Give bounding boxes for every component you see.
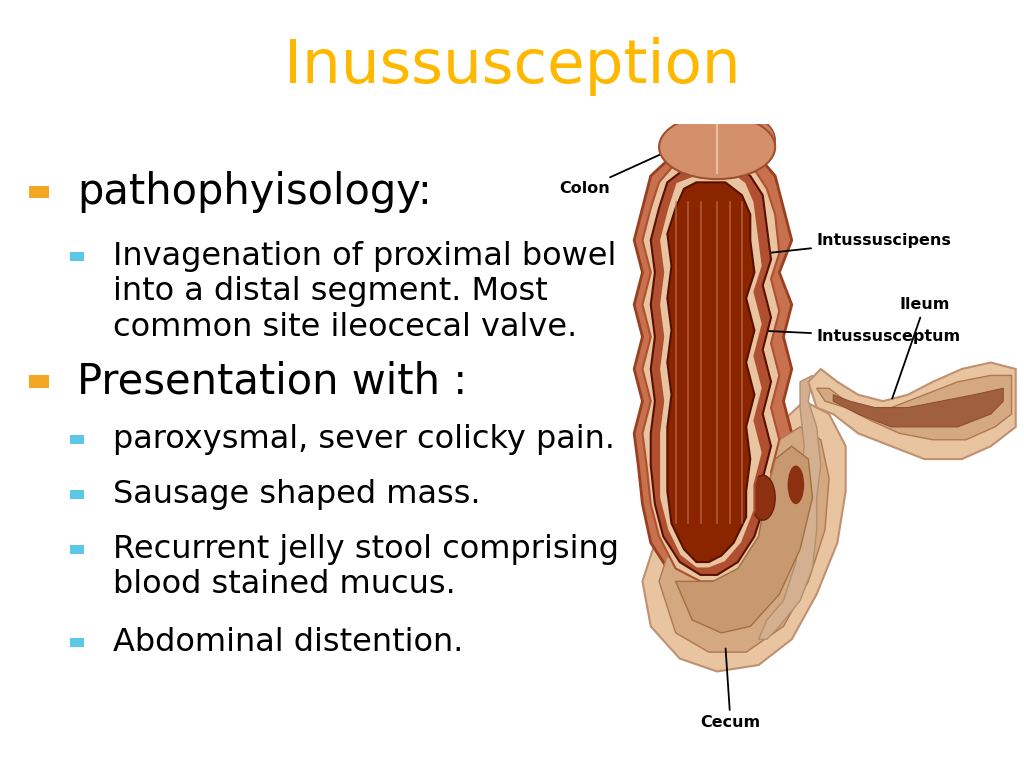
- Text: Inussusception: Inussusception: [284, 37, 740, 96]
- Text: Presentation with :: Presentation with :: [77, 361, 467, 403]
- FancyBboxPatch shape: [29, 376, 49, 389]
- Text: Invagenation of proximal bowel: Invagenation of proximal bowel: [113, 241, 616, 272]
- Polygon shape: [676, 446, 812, 633]
- Polygon shape: [834, 389, 1004, 427]
- Ellipse shape: [659, 114, 775, 179]
- Polygon shape: [659, 427, 829, 652]
- Polygon shape: [759, 376, 821, 639]
- Polygon shape: [808, 362, 1016, 459]
- Text: Cecum: Cecum: [700, 648, 761, 730]
- Text: Recurrent jelly stool comprising: Recurrent jelly stool comprising: [113, 534, 618, 564]
- Text: Colon: Colon: [559, 145, 681, 197]
- FancyBboxPatch shape: [70, 435, 84, 444]
- Polygon shape: [634, 144, 792, 594]
- Polygon shape: [817, 376, 1012, 440]
- Text: pathophyisology:: pathophyisology:: [77, 171, 432, 213]
- FancyBboxPatch shape: [29, 186, 49, 198]
- Text: Abdominal distention.: Abdominal distention.: [113, 627, 463, 658]
- FancyBboxPatch shape: [70, 490, 84, 499]
- Ellipse shape: [725, 118, 775, 163]
- Text: Ileum: Ileum: [892, 297, 950, 399]
- Polygon shape: [642, 401, 846, 671]
- Polygon shape: [642, 157, 779, 581]
- Text: Intussusceptum: Intussusceptum: [757, 329, 961, 344]
- Polygon shape: [651, 163, 771, 575]
- FancyBboxPatch shape: [70, 252, 84, 261]
- Text: common site ileocecal valve.: common site ileocecal valve.: [113, 312, 577, 343]
- Polygon shape: [659, 170, 763, 568]
- Text: Sausage shaped mass.: Sausage shaped mass.: [113, 479, 480, 510]
- FancyBboxPatch shape: [70, 638, 84, 647]
- Ellipse shape: [787, 465, 804, 504]
- Text: paroxysmal, sever colicky pain.: paroxysmal, sever colicky pain.: [113, 424, 614, 455]
- Polygon shape: [668, 182, 755, 562]
- Text: Intussuscipens: Intussuscipens: [770, 233, 951, 253]
- Text: into a distal segment. Most: into a distal segment. Most: [113, 276, 548, 307]
- Text: blood stained mucus.: blood stained mucus.: [113, 569, 456, 600]
- Ellipse shape: [751, 475, 775, 520]
- FancyBboxPatch shape: [70, 545, 84, 554]
